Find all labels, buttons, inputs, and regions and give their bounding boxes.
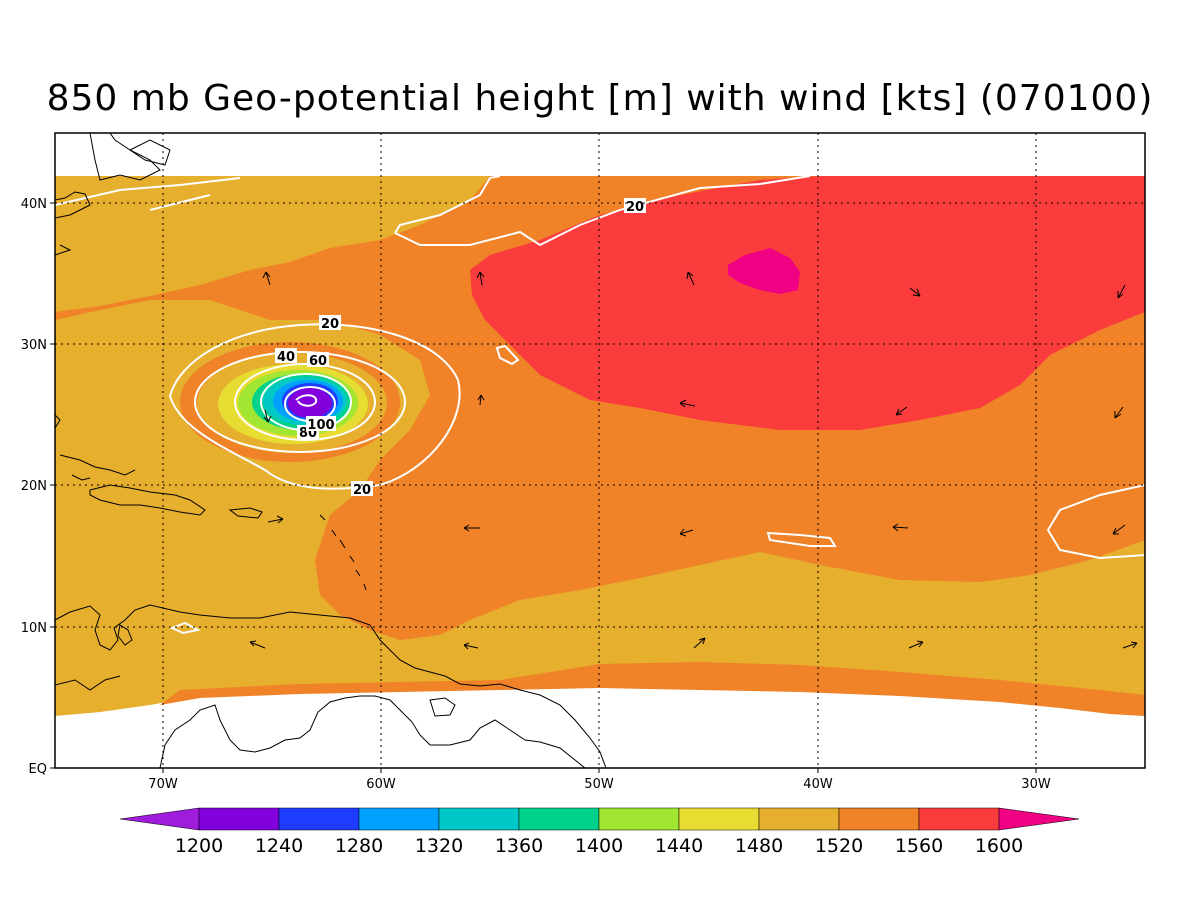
colorbar-label: 1440 (655, 835, 703, 857)
wind-arrows (249, 271, 1138, 650)
band-1560-south (160, 662, 1145, 716)
colorbar-swatch (838, 807, 920, 831)
lat-label: 40N (21, 197, 47, 212)
colorbar: 1200 1240 1280 1320 1360 1400 1440 1480 1520 1560… (119, 807, 1080, 857)
colorbar-label: 1520 (815, 835, 863, 857)
lon-label: 50W (584, 777, 614, 792)
colorbar-label: 1320 (415, 835, 463, 857)
coastlines (55, 133, 607, 768)
lon-label: 70W (148, 777, 178, 792)
grid-lines (55, 133, 1145, 768)
colorbar-swatch (438, 807, 520, 831)
colorbar-swatch (518, 807, 600, 831)
contour-label: 100 (307, 418, 334, 433)
colorbar-label: 1480 (735, 835, 783, 857)
contour-label-group: 20 20 20 40 60 80 100 (275, 198, 646, 498)
colorbar-label: 1360 (495, 835, 543, 857)
colorbar-label: 1200 (175, 835, 223, 857)
plot-frame (54, 132, 1146, 769)
colorbar-label: 1600 (975, 835, 1023, 857)
lat-label: 30N (21, 338, 47, 353)
wind-contours (55, 175, 1145, 635)
colorbar-swatch (198, 807, 280, 831)
contour-label: 60 (309, 354, 327, 369)
colorbar-swatch (358, 807, 440, 831)
lat-label: EQ (29, 762, 47, 777)
contour-label: 20 (626, 200, 644, 215)
colorbar-label: 1400 (575, 835, 623, 857)
colorbar-swatch (918, 807, 1000, 831)
colorbar-swatch (598, 807, 680, 831)
colorbar-swatch (278, 807, 360, 831)
lon-label: 30W (1021, 777, 1051, 792)
latitude-labels: 40N 30N 20N 10N EQ (21, 197, 47, 777)
lon-label: 40W (803, 777, 833, 792)
contour-label: 20 (353, 483, 371, 498)
colorbar-label: 1560 (895, 835, 943, 857)
band-1600 (470, 176, 1145, 430)
colorbar-swatch (678, 807, 760, 831)
lon-label: 60W (366, 777, 396, 792)
band-1640 (728, 248, 800, 294)
colorbar-arrow-high (998, 807, 1080, 831)
colorbar-swatch (758, 807, 840, 831)
map-title: 850 mb Geo-potential height [m] with win… (46, 78, 1154, 119)
colorbar-arrow-low (119, 807, 200, 831)
colorbar-label: 1240 (255, 835, 303, 857)
height-field (55, 133, 1145, 768)
contour-label: 40 (277, 350, 295, 365)
colorbar-label: 1280 (335, 835, 383, 857)
longitude-labels: 70W 60W 50W 40W 30W (148, 777, 1051, 792)
lat-label: 20N (21, 479, 47, 494)
lat-label: 10N (21, 621, 47, 636)
contour-label: 20 (321, 317, 339, 332)
